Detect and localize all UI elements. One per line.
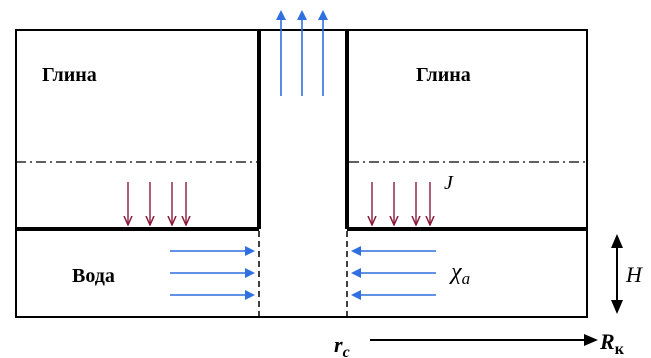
water-label: Вода <box>72 265 115 287</box>
clay-label-right: Глина <box>416 64 471 86</box>
upflow-arrows <box>276 10 328 96</box>
flux-arrows-right <box>372 182 430 224</box>
r-k-label: Rк <box>599 329 625 358</box>
flux-arrows-left <box>128 182 186 224</box>
inflow-arrows-right <box>351 246 436 300</box>
inflow-arrows-left <box>170 246 255 300</box>
flux-j-label: J <box>444 172 454 194</box>
chi-label: χa <box>449 259 470 288</box>
r-c-label: rc <box>334 332 350 358</box>
clay-label-left: Глина <box>42 64 97 86</box>
height-label: H <box>625 262 643 287</box>
